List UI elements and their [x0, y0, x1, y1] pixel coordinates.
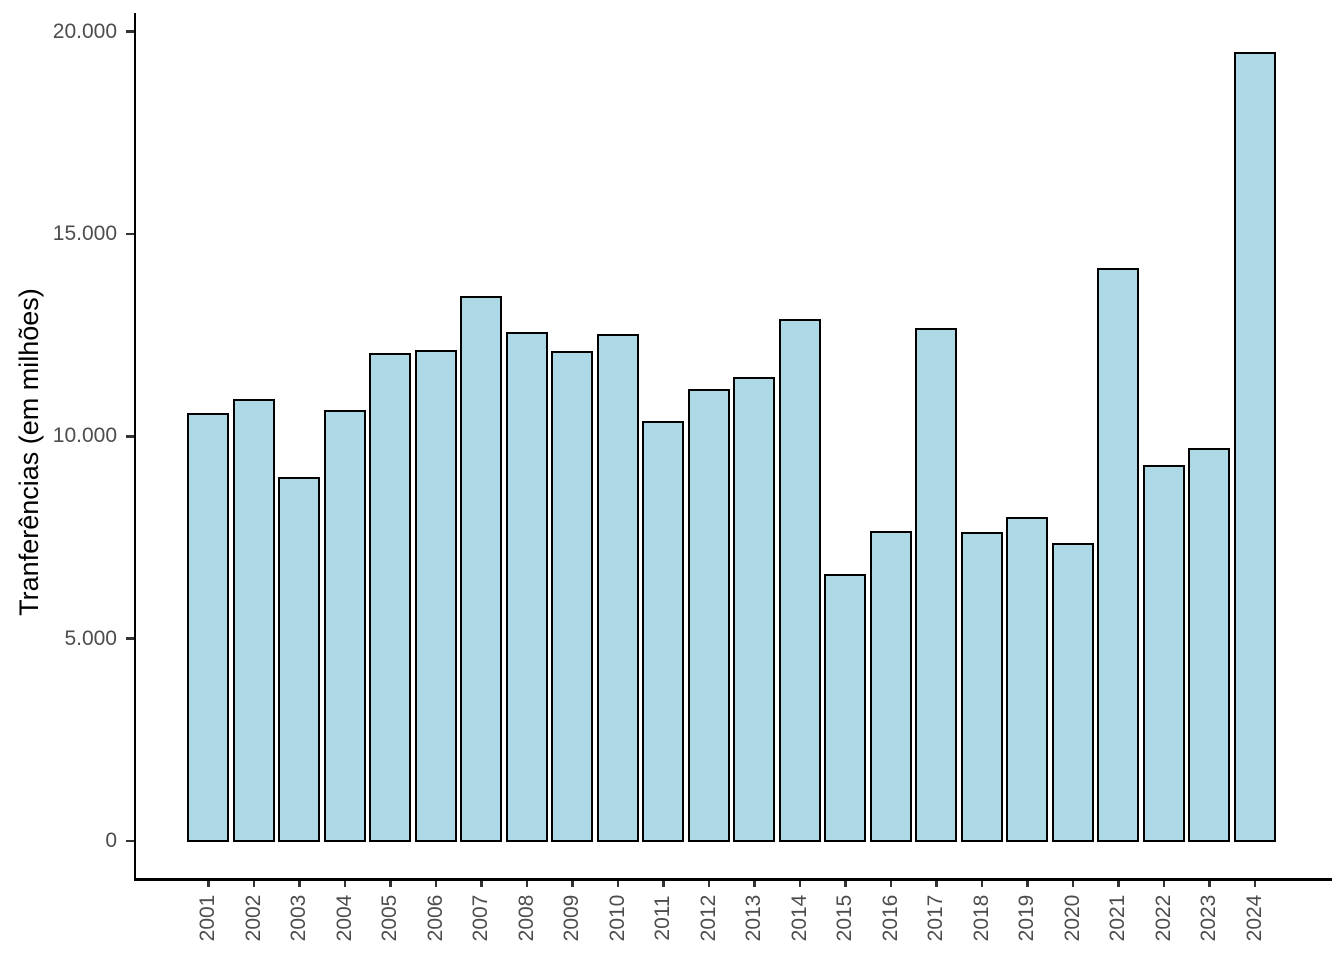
x-tick-label-2024: 2024 [1242, 894, 1266, 942]
x-tick-label-2021: 2021 [1106, 894, 1130, 942]
x-tick-label-2022: 2022 [1151, 894, 1175, 942]
x-tick-2017 [935, 880, 938, 887]
x-tick-2013 [753, 880, 756, 887]
y-tick-20000 [125, 30, 134, 33]
bar-2004 [323, 410, 366, 842]
bar-2010 [596, 334, 639, 842]
y-tick-label-15000: 15.000 [52, 221, 117, 245]
x-tick-label-2020: 2020 [1060, 894, 1084, 942]
x-tick-2011 [662, 880, 665, 887]
x-tick-2018 [980, 880, 984, 887]
y-tick-10000 [125, 435, 134, 438]
x-tick-2004 [343, 880, 347, 887]
x-tick-label-2023: 2023 [1197, 894, 1221, 942]
bar-2019 [1006, 517, 1049, 842]
x-tick-2021 [1117, 880, 1120, 887]
bar-2011 [642, 421, 685, 842]
x-tick-2005 [389, 880, 392, 887]
x-tick-2008 [525, 880, 529, 887]
x-tick-2002 [252, 880, 256, 887]
bar-2014 [778, 319, 821, 842]
bar-2024 [1233, 51, 1276, 842]
bar-2015 [824, 574, 867, 842]
x-tick-2010 [616, 880, 620, 887]
x-tick-label-2018: 2018 [969, 894, 993, 942]
bar-2003 [278, 476, 321, 842]
bar-2007 [460, 295, 503, 842]
bar-2005 [369, 353, 412, 842]
x-tick-2009 [571, 880, 574, 887]
x-tick-label-2015: 2015 [833, 894, 857, 942]
bar-2006 [414, 349, 457, 842]
x-tick-2001 [207, 880, 210, 887]
x-tick-2019 [1026, 880, 1029, 887]
bar-2008 [505, 332, 548, 842]
y-tick-15000 [125, 232, 134, 236]
bar-2021 [1097, 268, 1140, 842]
bar-2022 [1142, 465, 1185, 842]
y-tick-5000 [125, 637, 134, 640]
bar-2012 [687, 389, 730, 842]
y-tick-label-0: 0 [105, 829, 117, 852]
x-tick-label-2016: 2016 [878, 894, 902, 942]
x-tick-2022 [1162, 880, 1166, 887]
x-tick-label-2005: 2005 [378, 894, 402, 942]
x-tick-label-2011: 2011 [651, 895, 675, 941]
x-tick-label-2004: 2004 [332, 894, 356, 942]
bar-2023 [1188, 447, 1231, 842]
x-tick-label-2014: 2014 [787, 894, 811, 942]
x-tick-label-2008: 2008 [514, 894, 538, 942]
x-tick-label-2010: 2010 [605, 894, 629, 942]
y-tick-label-5000: 5.000 [64, 626, 117, 650]
x-tick-2020 [1071, 880, 1075, 887]
bar-2017 [915, 327, 958, 842]
y-tick-label-10000: 10.000 [52, 424, 117, 448]
x-tick-label-2017: 2017 [924, 894, 948, 942]
bar-2016 [869, 531, 912, 842]
x-tick-2014 [798, 880, 802, 887]
x-tick-2003 [298, 880, 301, 887]
x-tick-2023 [1208, 880, 1211, 887]
x-tick-label-2006: 2006 [423, 894, 447, 942]
x-tick-label-2007: 2007 [469, 894, 493, 942]
x-tick-2024 [1253, 880, 1257, 887]
x-tick-label-2009: 2009 [560, 894, 584, 942]
y-axis-line [133, 13, 136, 881]
bar-2020 [1051, 542, 1094, 842]
x-tick-2006 [434, 880, 438, 887]
bar-2002 [232, 398, 275, 842]
y-tick-0 [125, 839, 134, 843]
x-tick-2012 [707, 880, 711, 887]
bar-2013 [733, 377, 776, 842]
x-tick-2007 [480, 880, 483, 887]
x-tick-2015 [844, 880, 847, 887]
x-tick-label-2012: 2012 [696, 894, 720, 942]
y-tick-label-20000: 20.000 [52, 19, 117, 43]
bar-2001 [187, 412, 230, 842]
x-tick-label-2019: 2019 [1015, 894, 1039, 942]
bar-2009 [551, 350, 594, 842]
x-tick-label-2013: 2013 [742, 894, 766, 942]
x-tick-label-2003: 2003 [287, 894, 311, 942]
x-tick-2016 [889, 880, 893, 887]
bar-2018 [960, 531, 1003, 842]
x-axis-line [133, 878, 1332, 881]
x-tick-label-2002: 2002 [241, 894, 265, 942]
x-tick-label-2001: 2001 [196, 894, 220, 942]
